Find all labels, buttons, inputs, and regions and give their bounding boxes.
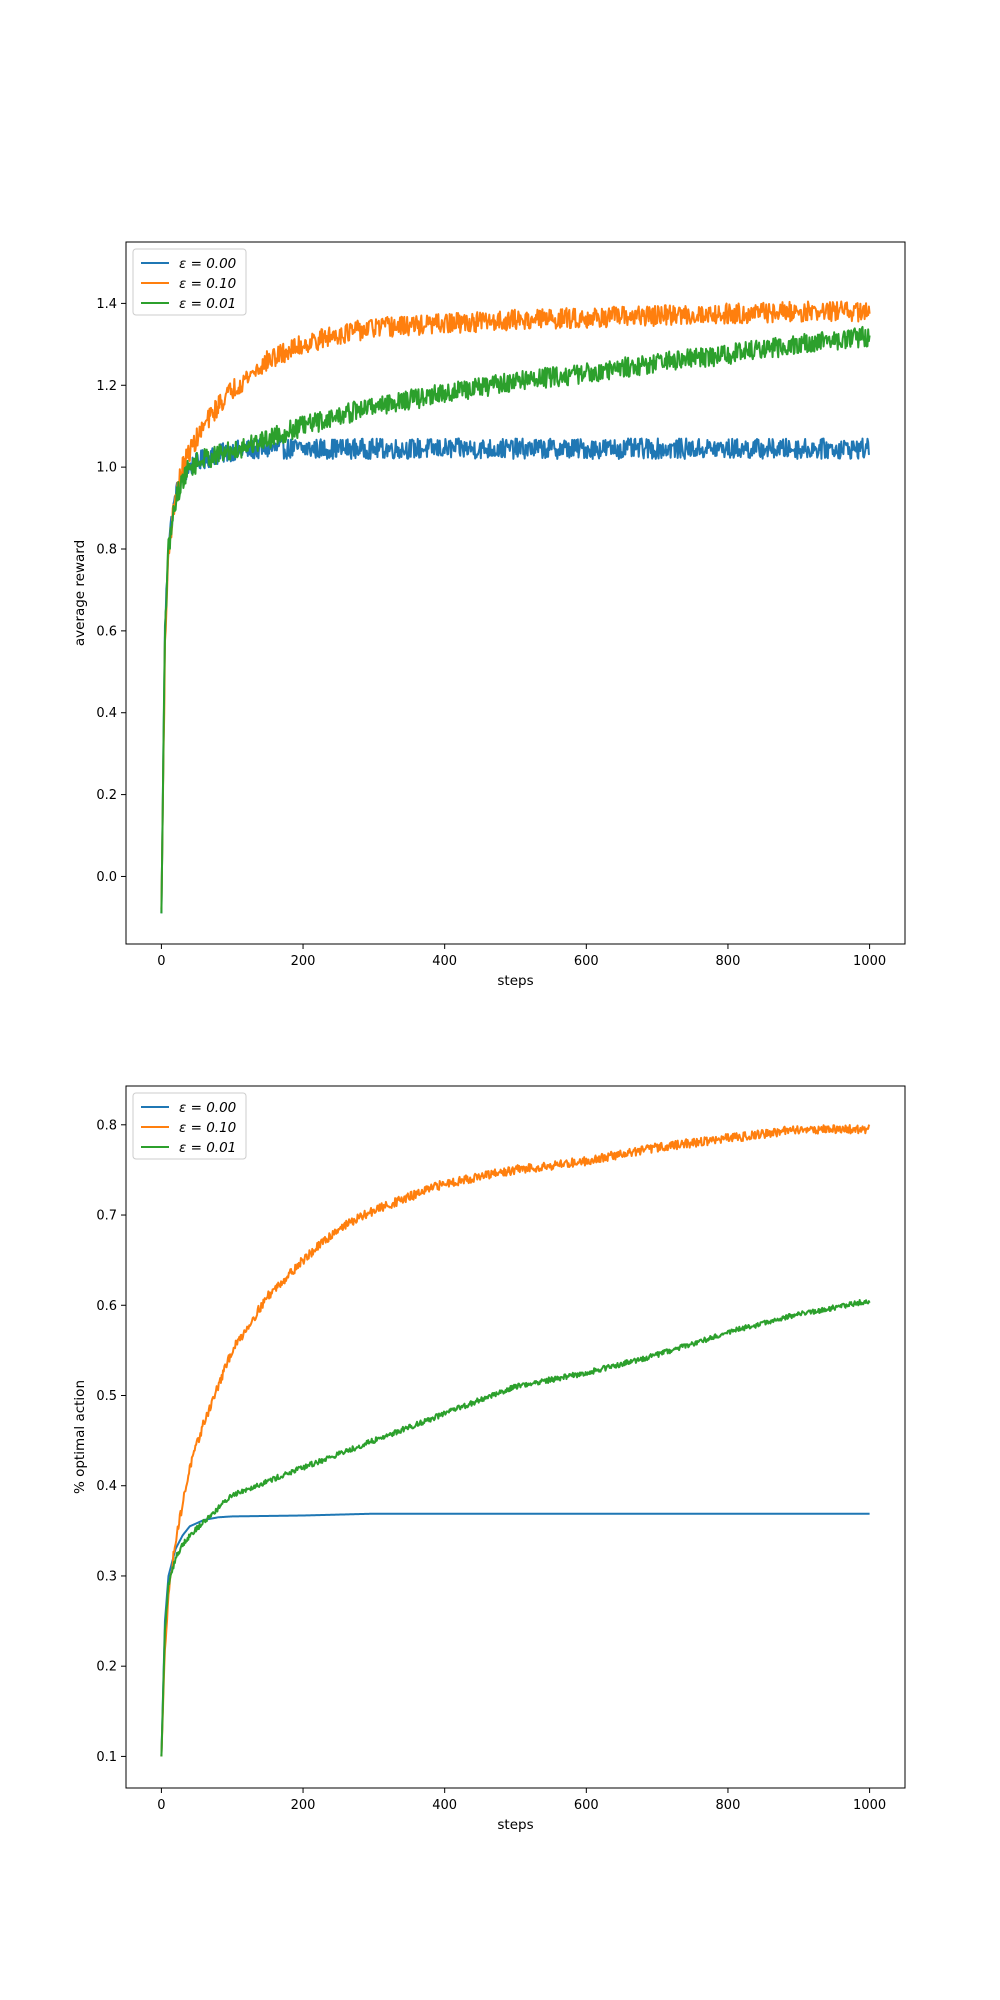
x-tick-label: 200	[291, 954, 316, 969]
y-tick-label: 0.5	[96, 1389, 117, 1404]
legend-label: ε = 0.00	[179, 256, 236, 272]
x-axis-label: steps	[497, 1817, 533, 1833]
y-axis-label: average reward	[72, 540, 88, 646]
legend-label: ε = 0.10	[179, 276, 236, 292]
y-tick-label: 0.1	[96, 1750, 117, 1765]
plot-frame	[125, 1085, 906, 1789]
y-tick-label: 0.8	[96, 1118, 117, 1133]
legend-label: ε = 0.01	[179, 296, 236, 312]
legend: ε = 0.00 ε = 0.10 ε = 0.01	[132, 248, 247, 316]
x-axis-label: steps	[497, 973, 533, 989]
y-tick-label: 0.3	[96, 1569, 117, 1584]
legend-box	[132, 1092, 247, 1160]
plot-frame	[125, 241, 906, 945]
y-axis-label: % optimal action	[72, 1380, 88, 1494]
y-tick-label: 0.2	[96, 788, 117, 803]
y-tick-label: 1.2	[96, 379, 117, 394]
legend-label: ε = 0.10	[179, 1120, 236, 1136]
series-line-1	[160, 437, 871, 914]
x-tick-label: 600	[574, 1798, 599, 1813]
y-tick-label: 0.4	[96, 1479, 117, 1494]
series-line-3	[160, 1299, 871, 1757]
y-tick-label: 0.6	[96, 624, 117, 639]
x-tick-label: 600	[574, 954, 599, 969]
legend: ε = 0.00 ε = 0.10 ε = 0.01	[132, 1092, 247, 1160]
series-line-3	[160, 325, 871, 914]
y-tick-label: 0.2	[96, 1660, 117, 1675]
chart-panel-1: 0 200 400 600 800 1000 0.0 0.2 0.4 0.6 0.8 1.0 1.2 1.…	[72, 241, 906, 989]
legend-label: ε = 0.00	[179, 1100, 236, 1116]
y-tick-label: 1.4	[96, 297, 117, 312]
y-tick-label: 1.0	[96, 461, 117, 476]
y-tick-label: 0.4	[96, 706, 117, 721]
y-tick-label: 0.8	[96, 542, 117, 557]
x-tick-label: 1000	[853, 1798, 886, 1813]
series-line-1	[160, 1512, 870, 1757]
x-tick-label: 400	[432, 1798, 457, 1813]
legend-box	[132, 248, 247, 316]
y-tick-label: 0.7	[96, 1209, 117, 1224]
series-line-2	[160, 300, 871, 910]
series-line-2	[160, 1124, 871, 1757]
x-tick-label: 200	[291, 1798, 316, 1813]
legend-label: ε = 0.01	[179, 1140, 236, 1156]
y-tick-label: 0.6	[96, 1299, 117, 1314]
x-tick-label: 400	[432, 954, 457, 969]
x-tick-label: 800	[716, 1798, 741, 1813]
x-tick-label: 1000	[853, 954, 886, 969]
x-tick-label: 800	[716, 954, 741, 969]
y-tick-label: 0.0	[96, 870, 117, 885]
x-tick-label: 0	[157, 954, 165, 969]
x-tick-label: 0	[157, 1798, 165, 1813]
chart-panel-2: 0 200 400 600 800 1000 0.1 0.2 0.3 0.4 0.5 0.6 0.7 0.…	[72, 1085, 906, 1833]
